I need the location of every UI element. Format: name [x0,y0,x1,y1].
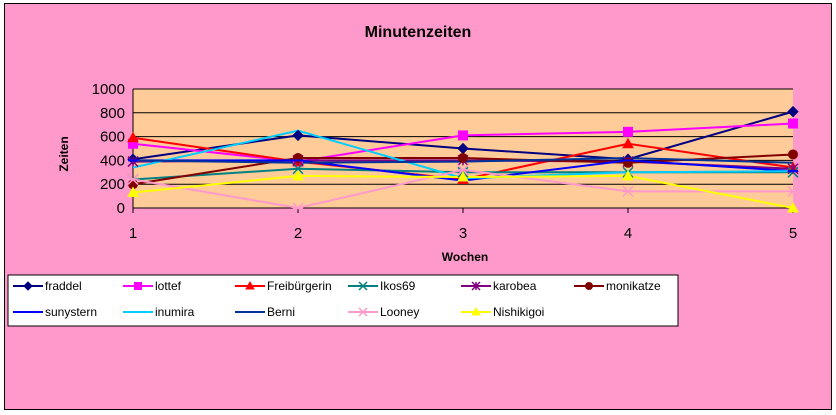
x-axis-title: Wochen [442,250,488,264]
data-point-nishikigoi [787,201,799,213]
data-point-nishikigoi [292,169,304,181]
data-point-looney [292,202,304,214]
legend-label: Freibürgerin [267,279,332,293]
legend-label: Ikos69 [380,279,416,293]
data-point-lottef [788,118,798,129]
x-tick-labels: 1 2 3 4 5 [129,225,797,242]
chart-area: Minutenzeiten 0 200 400 600 800 1000 1 2 3 4 5 Ze… [4,3,832,410]
legend-marker [585,282,593,290]
legend-item-karobea: karobea [461,279,537,293]
x-tick-label: 1 [129,225,137,242]
legend-marker [358,307,368,317]
data-point-fraddel [292,129,304,142]
legend-label: karobea [493,279,537,293]
legend-marker [471,306,481,316]
data-point-freib-rgerin [127,131,139,143]
data-point-fraddel [787,105,799,118]
data-point-monikatze [458,153,468,164]
legend-label: inumira [155,305,195,319]
legend-item-ikos69: Ikos69 [348,279,416,293]
legend-item-inumira: inumira [123,305,195,319]
legend-item-berni: Berni [235,305,295,319]
y-tick-label: 200 [100,176,125,193]
data-point-monikatze [788,149,798,160]
legend: fraddel lottef Freibürgerin Ikos69 karobea mo… [7,274,679,327]
legend-item-fraddel: fraddel [13,279,82,293]
data-point-lottef [623,126,633,137]
y-tick-label: 800 [100,105,125,122]
y-tick-labels: 0 200 400 600 800 1000 [92,81,125,217]
line-chart: Minutenzeiten 0 200 400 600 800 1000 1 2 3 4 5 Ze… [7,24,799,327]
data-point-freib-rgerin [622,137,634,149]
data-point-lottef [458,130,468,141]
legend-label: fraddel [45,279,82,293]
legend-label: lottef [155,279,182,293]
legend-label: sunystern [45,305,97,319]
data-point-looney [457,164,469,176]
data-point-looney [787,185,799,197]
legend-marker [245,280,255,290]
y-tick-label: 600 [100,129,125,146]
data-point-nishikigoi [622,169,634,181]
data-point-looney [622,185,634,197]
legend-item-sunystern: sunystern [13,305,97,319]
legend-item-freib-rgerin: Freibürgerin [235,279,332,293]
legend-item-lottef: lottef [123,279,182,293]
legend-marker [358,281,368,291]
series-markers [127,105,799,214]
data-point-looney [127,173,139,185]
legend-label: Berni [267,305,295,319]
legend-marker [23,281,33,291]
data-point-karobea [127,156,139,168]
legend-label: monikatze [606,279,661,293]
x-tick-label: 3 [459,225,467,242]
y-tick-label: 0 [117,200,125,217]
legend-label: Looney [380,305,419,319]
legend-box [7,274,679,327]
legend-item-nishikigoi: Nishikigoi [461,305,544,319]
y-tick-label: 400 [100,152,125,169]
legend-item-monikatze: monikatze [574,279,661,293]
legend-marker [134,282,142,290]
x-tick-label: 5 [789,225,797,242]
data-point-ikos69 [292,163,304,175]
data-point-nishikigoi [127,186,139,198]
legend-marker [471,281,481,291]
data-point-nishikigoi [457,171,469,182]
y-axis-title: Zeiten [57,136,71,171]
legend-item-looney: Looney [348,305,419,319]
chart-title: Minutenzeiten [365,24,472,41]
x-tick-label: 4 [624,225,632,242]
legend-label: Nishikigoi [493,305,544,319]
x-tick-label: 2 [294,225,302,242]
y-tick-label: 1000 [92,81,125,98]
